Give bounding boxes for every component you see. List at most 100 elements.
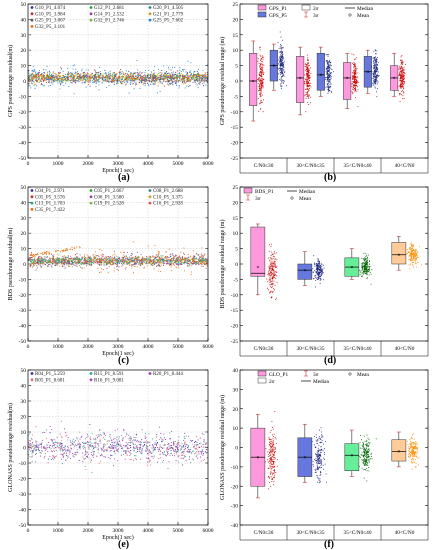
panel-b-cloud-point: [258, 110, 260, 112]
panel-c-point: [86, 265, 88, 267]
panel-b-cloud-point: [351, 83, 353, 85]
panel-c-point: [127, 263, 129, 265]
panel-a-point: [202, 74, 204, 76]
panel-a-point: [130, 72, 132, 74]
panel-a-point: [111, 76, 113, 78]
panel-a-point: [109, 77, 111, 79]
panel-a-point: [120, 77, 122, 79]
panel-c-point: [167, 259, 170, 261]
panel-b-cloud-point: [286, 85, 288, 87]
panel-b-cloud-point: [375, 58, 377, 60]
panel-b-cloud-point: [327, 61, 329, 63]
panel-a-point: [162, 75, 164, 77]
panel-b-cloud-point: [326, 82, 328, 84]
panel-b-cloud-point: [328, 66, 330, 68]
panel-b-cloud-point: [330, 77, 332, 79]
panel-b-cloud-point: [310, 67, 312, 69]
panel-a-point: [130, 82, 132, 84]
panel-c-point: [114, 261, 116, 263]
panel-b-cloud-point: [352, 89, 354, 91]
panel-a-point: [156, 78, 158, 80]
panel-b-ytick-label: 0: [235, 79, 238, 85]
panel-b-cloud-point: [259, 49, 261, 51]
panel-c-point: [81, 258, 83, 260]
panel-a-point: [98, 84, 100, 86]
panel-a-point: [126, 73, 128, 76]
panel-b-cloud-point: [399, 70, 401, 72]
panel-a-point: [70, 78, 73, 80]
panel-b-point-cloud: [325, 54, 335, 94]
panel-b-cloud-point: [377, 71, 379, 73]
panel-b-cloud-point: [282, 68, 284, 69]
panel-a-point: [144, 76, 146, 78]
panel-a-point: [145, 74, 147, 76]
panel-c-point: [88, 258, 90, 261]
panel-c-point: [146, 257, 148, 259]
panel-a-point: [102, 73, 104, 75]
panel-b-cloud-point: [261, 66, 263, 68]
panel-b-cloud-point: [310, 86, 312, 88]
panel-b-cloud-point: [259, 72, 261, 73]
panel-a-point: [179, 72, 181, 74]
panel-a-point: [125, 70, 127, 72]
panel-a-point: [65, 82, 67, 84]
panel-a-point: [193, 75, 195, 77]
panel-a-point: [148, 79, 150, 81]
panel-a-point: [124, 73, 126, 75]
panel-a-point: [143, 74, 145, 76]
panel-c-point: [45, 261, 47, 263]
panel-a-point: [30, 82, 33, 84]
panel-a-point: [104, 80, 106, 82]
panel-b-cloud-point: [282, 81, 284, 83]
panel-a-point: [33, 76, 35, 78]
panel-b-cloud-point: [376, 96, 378, 98]
panel-c-point: [111, 256, 113, 258]
panel-a-point: [116, 73, 118, 75]
panel-b-cloud-point: [403, 88, 405, 90]
panel-a-point: [126, 79, 128, 81]
panel-a-legend-label: G32_P5_3.101: [35, 25, 66, 30]
panel-c-point: [197, 253, 199, 256]
panel-a-point: [86, 78, 88, 80]
panel-c-point: [165, 260, 167, 262]
panel-b-cloud-point: [262, 111, 264, 113]
panel-a-point: [31, 79, 33, 81]
panel-a-point: [202, 69, 204, 72]
panel-a-point: [122, 72, 125, 74]
panel-a-point: [118, 73, 121, 75]
panel-a-point: [108, 73, 110, 75]
panel-b-cloud-point: [326, 65, 328, 67]
panel-b-cloud-point: [258, 90, 259, 92]
panel-b-cloud-point: [329, 90, 331, 92]
panel-a-point: [50, 78, 52, 80]
panel-c-point: [57, 258, 59, 260]
panel-a-point: [197, 80, 199, 82]
panel-a-point: [90, 78, 92, 80]
panel-c-point: [202, 260, 204, 262]
panel-a-point: [188, 75, 190, 77]
panel-a-point: [111, 74, 113, 76]
panel-c-point: [147, 257, 149, 259]
panel-b-cloud-point: [309, 83, 310, 85]
panel-c-point: [37, 261, 39, 263]
panel-c-point: [187, 259, 190, 261]
panel-c-point: [173, 262, 175, 264]
panel-a-point: [104, 73, 106, 75]
panel-b-cloud-point: [372, 77, 374, 79]
panel-b-cloud-point: [374, 66, 376, 68]
panel-a-point: [91, 73, 93, 75]
panel-b-cloud-point: [262, 67, 264, 69]
panel-a-point: [206, 77, 208, 79]
panel-b-cloud-point: [375, 53, 377, 55]
panel-b-cloud-point: [327, 73, 329, 75]
panel-a-point: [61, 82, 63, 84]
panel-a-point: [45, 74, 47, 76]
panel-c-point: [156, 265, 158, 267]
panel-b-mean-marker: [252, 79, 255, 83]
panel-a-point: [59, 88, 61, 90]
panel-a-point: [121, 71, 123, 73]
panel-a-point: [128, 74, 130, 76]
panel-a-point: [76, 77, 79, 79]
panel-c-point: [133, 261, 135, 263]
panel-a-point: [54, 77, 56, 79]
